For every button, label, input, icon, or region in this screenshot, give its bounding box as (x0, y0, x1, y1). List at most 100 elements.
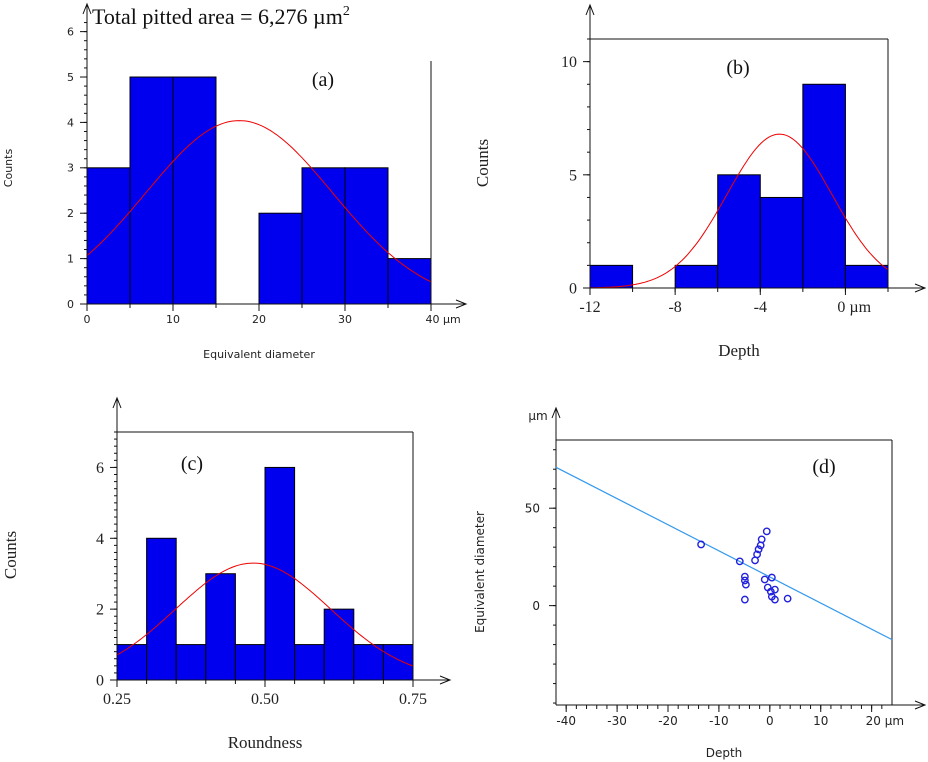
y-tick-label: 4 (96, 531, 104, 548)
x-tick-label: 0 µm (837, 299, 871, 316)
panel-label: (a) (312, 69, 334, 91)
panel-a-histogram: 0 1 2 3 4 5 6 0 10 20 30 40 µm Equivalent diameter Co… (2, 2, 468, 361)
normal-fit-curve (589, 133, 889, 289)
x-tick-label: 40 µm (426, 313, 461, 326)
y-tick-label: 0 (532, 599, 540, 613)
scatter-point (757, 535, 766, 544)
histogram-bar (258, 212, 303, 305)
histogram-bar (353, 644, 384, 681)
x-axis-label: Depth (718, 341, 760, 360)
histogram-bar (301, 167, 346, 305)
x-tick-label: 0.75 (399, 691, 427, 708)
scatter-point (740, 572, 749, 581)
histogram-bar (175, 644, 207, 681)
histogram-bar (344, 167, 389, 305)
histogram-bar (717, 174, 761, 289)
scatter-point (697, 540, 705, 549)
x-tick-label: -30 (607, 714, 627, 728)
histogram-bar (589, 264, 634, 289)
scatter-point (771, 595, 779, 604)
regression-line (555, 466, 893, 641)
x-axis-label: Equivalent diameter (203, 348, 315, 361)
y-axis-arrow-icon (551, 406, 561, 419)
panel-d-scatter: 0 50 -40 -30 -20 -10 0 10 20 µm µm Depth Equivalent… (473, 406, 927, 760)
x-tick-label: -10 (709, 714, 729, 728)
figure-title: Total pitted area = 6,276 µm2 (92, 4, 350, 29)
normal-fit-curve (86, 120, 432, 283)
histogram-bar (264, 466, 296, 681)
scatter-point (735, 557, 744, 566)
scatter-point (751, 556, 759, 565)
histogram-bar (387, 258, 432, 305)
y-tick-label: 3 (67, 162, 74, 175)
y-tick-label: 1 (67, 252, 74, 265)
scatter-point (740, 595, 749, 604)
histogram-bar (146, 537, 177, 681)
x-tick-label: -40 (556, 714, 576, 728)
histogram-bar (674, 264, 719, 289)
histogram-bar (802, 83, 846, 289)
x-tick-label: 10 (166, 313, 180, 326)
x-tick-label: 20 (252, 313, 266, 326)
x-tick-label: 30 (338, 313, 352, 326)
scatter-point (783, 594, 792, 603)
panel-label: (d) (812, 456, 835, 478)
y-tick-label: 6 (96, 460, 104, 477)
x-tick-label: 0.50 (251, 691, 279, 708)
x-tick-label: -12 (579, 299, 600, 316)
scatter-point (771, 585, 779, 594)
histogram-bar (294, 644, 325, 681)
scatter-point (762, 527, 771, 536)
scatter-point (767, 573, 776, 582)
panel-label: (c) (181, 453, 203, 475)
y-axis-arrow-icon (585, 3, 595, 16)
y-tick-label: 50 (525, 501, 540, 515)
panel-label: (b) (726, 57, 749, 79)
histogram-bar (116, 644, 148, 681)
y-tick-label: 0 (569, 281, 577, 298)
y-axis-label: Equivalent diameter (473, 511, 487, 633)
y-axis-label: Counts (473, 139, 492, 187)
histogram-bar (172, 76, 217, 305)
histogram-bar (759, 196, 804, 289)
scatter-point (740, 576, 749, 585)
x-axis-label: Roundness (228, 733, 303, 752)
normal-fit-curve (116, 562, 414, 667)
y-axis-label: Counts (2, 149, 15, 188)
x-tick-label: -4 (754, 299, 767, 316)
histogram-bar (323, 608, 355, 681)
x-axis-arrow-icon (914, 700, 927, 710)
y-tick-label: 5 (67, 71, 74, 84)
y-tick-label: 0 (96, 673, 104, 690)
histogram-bar (382, 644, 414, 681)
y-tick-label: 2 (96, 602, 104, 619)
y-tick-label: 5 (569, 167, 577, 184)
scatter-point (754, 545, 763, 554)
x-tick-label: 20 µm (866, 714, 904, 728)
y-tick-label: 2 (67, 207, 74, 220)
y-tick-label: 10 (561, 54, 577, 71)
x-axis-label: Depth (706, 746, 743, 760)
y-tick-label: 6 (67, 25, 74, 38)
scatter-point (741, 580, 750, 589)
y-tick-label: 0 (67, 298, 74, 311)
x-tick-label: -20 (658, 714, 678, 728)
y-unit-label: µm (528, 409, 547, 423)
panel-c-histogram: 0 2 4 6 0.25 0.50 0.75 Roundness Counts (c) (1, 396, 452, 752)
y-axis-arrow-icon (82, 2, 92, 15)
histogram-bar (844, 264, 889, 289)
x-tick-label: 0 (766, 714, 774, 728)
x-axis-arrow-icon (455, 299, 468, 309)
panel-b-histogram: 0 5 10 -12 -8 -4 0 µm Depth Counts (b) (473, 3, 927, 360)
x-tick-label: 10 (813, 714, 828, 728)
scatter-point (766, 587, 775, 596)
x-tick-label: -8 (668, 299, 681, 316)
x-axis-arrow-icon (439, 675, 452, 685)
x-tick-label: 0.25 (103, 691, 131, 708)
x-tick-label: 0 (84, 313, 91, 326)
scatter-point (756, 541, 765, 550)
x-axis-arrow-icon (914, 283, 927, 293)
y-axis-arrow-icon (112, 396, 122, 409)
y-tick-label: 4 (67, 116, 74, 129)
